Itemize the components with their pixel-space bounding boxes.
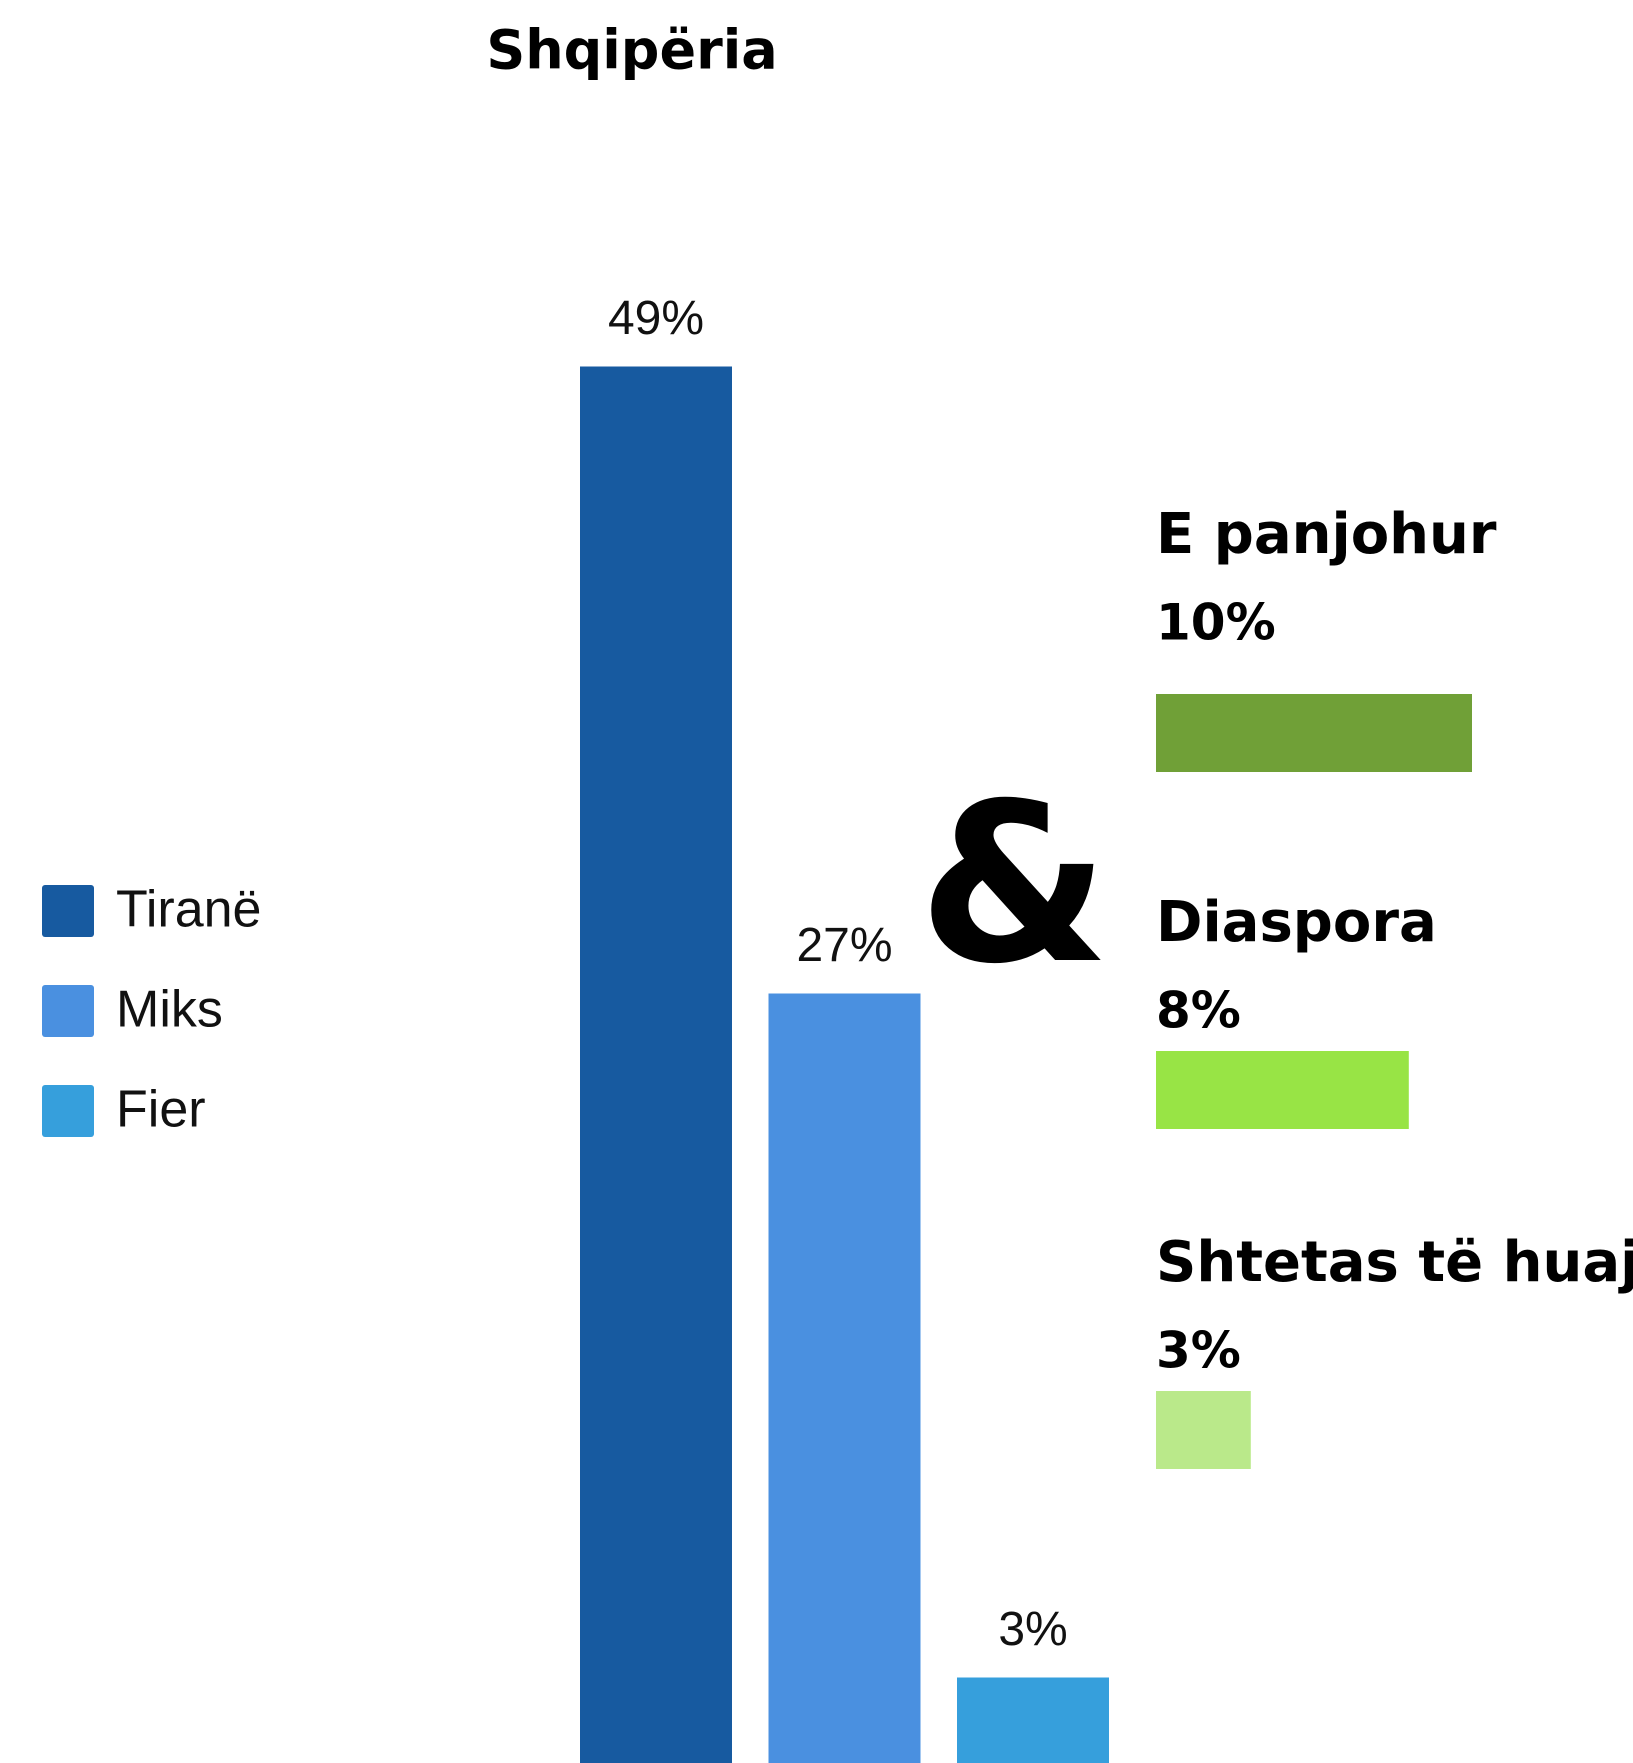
legend-label: Tiranë <box>116 881 261 939</box>
category-label: Shtetas të huaj <box>1156 1230 1633 1295</box>
value-label: 3% <box>1156 1322 1241 1380</box>
value-label: 27% <box>796 919 892 972</box>
bar <box>580 366 732 1763</box>
connector: & <box>918 756 1110 1012</box>
legend-swatch <box>42 1085 94 1137</box>
bar <box>768 993 921 1763</box>
value-label: 49% <box>608 292 704 345</box>
category-label: E panjohur <box>1156 502 1497 567</box>
value-label: 8% <box>1156 982 1241 1040</box>
bar <box>1156 1051 1409 1129</box>
legend-swatch <box>42 985 94 1037</box>
chart-title: Shqipëria <box>486 19 777 82</box>
value-label: 3% <box>998 1603 1067 1656</box>
bar <box>957 1677 1109 1763</box>
legend-swatch <box>42 885 94 937</box>
bar <box>1156 1391 1251 1469</box>
legend-label: Fier <box>116 1081 206 1139</box>
bar <box>1156 694 1472 772</box>
legend-label: Miks <box>116 981 223 1039</box>
value-label: 10% <box>1156 594 1276 652</box>
category-label: Diaspora <box>1156 890 1437 955</box>
